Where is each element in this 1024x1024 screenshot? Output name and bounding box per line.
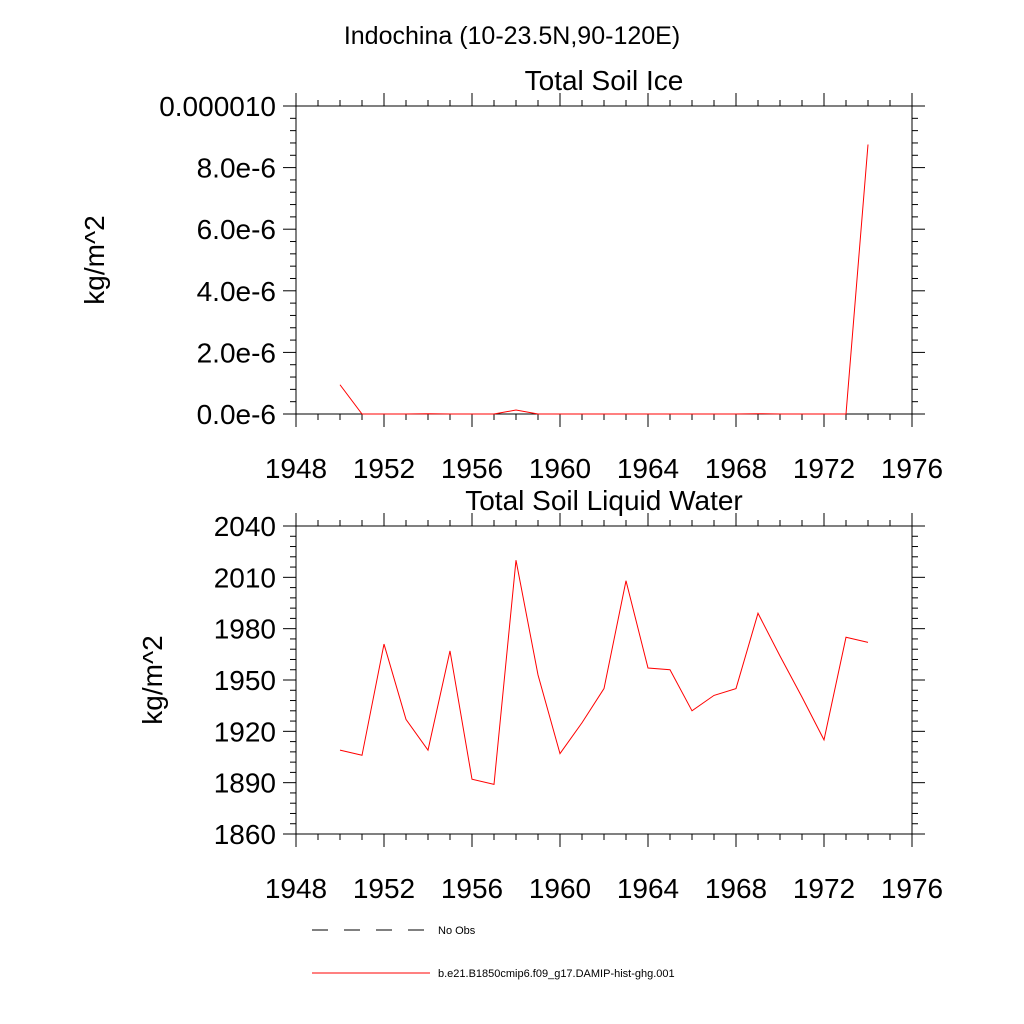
x-tick-label: 1952 xyxy=(353,873,415,904)
y-tick-label: 2010 xyxy=(214,562,276,593)
x-tick-label: 1960 xyxy=(529,453,591,484)
y-tick-label: 1950 xyxy=(214,665,276,696)
y-tick-label: 2040 xyxy=(214,511,276,542)
chart-title: Total Soil Liquid Water xyxy=(465,485,743,516)
y-axis-label: kg/m^2 xyxy=(79,215,110,304)
y-tick-label: 1920 xyxy=(214,716,276,747)
y-tick-label: 8.0e-6 xyxy=(197,153,276,184)
y-tick-label: 0.000010 xyxy=(159,91,276,122)
y-tick-label: 6.0e-6 xyxy=(197,214,276,245)
x-tick-label: 1960 xyxy=(529,873,591,904)
x-tick-label: 1964 xyxy=(617,873,679,904)
y-tick-label: 4.0e-6 xyxy=(197,276,276,307)
legend-label-1: No Obs xyxy=(438,925,476,937)
y-tick-label: 2.0e-6 xyxy=(197,337,276,368)
y-axis-label: kg/m^2 xyxy=(137,635,168,724)
figure-suptitle: Indochina (10-23.5N,90-120E) xyxy=(344,22,680,50)
x-tick-label: 1968 xyxy=(705,873,767,904)
x-tick-label: 1948 xyxy=(265,453,327,484)
plot-frame xyxy=(295,105,913,415)
series-line-1 xyxy=(339,144,869,415)
x-tick-label: 1976 xyxy=(881,873,943,904)
y-tick-label: 1890 xyxy=(214,768,276,799)
x-tick-label: 1968 xyxy=(705,453,767,484)
x-tick-label: 1948 xyxy=(265,873,327,904)
x-tick-label: 1964 xyxy=(617,453,679,484)
chart-title: Total Soil Ice xyxy=(525,65,684,96)
x-tick-label: 1972 xyxy=(793,453,855,484)
series-line-1 xyxy=(339,560,869,785)
legend-label-2: b.e21.B1850cmip6.f09_g17.DAMIP-hist-ghg.… xyxy=(438,968,675,980)
x-tick-label: 1956 xyxy=(441,453,503,484)
x-tick-label: 1972 xyxy=(793,873,855,904)
y-tick-label: 1860 xyxy=(214,819,276,850)
plot-frame xyxy=(295,525,913,835)
x-tick-label: 1956 xyxy=(441,873,503,904)
y-tick-label: 1980 xyxy=(214,614,276,645)
y-tick-label: 0.0e-6 xyxy=(197,399,276,430)
x-tick-label: 1976 xyxy=(881,453,943,484)
chart-panel-1: Total Soil Ice kg/m^2 1948 1952 1956 1960 1964… xyxy=(79,65,943,484)
chart-panel-2: Total Soil Liquid Water kg/m^2 1948 1952 195… xyxy=(137,485,943,904)
x-tick-label: 1952 xyxy=(353,453,415,484)
legend: No Obs b.e21.B1850cmip6.f09_g17.DAMIP-his… xyxy=(312,925,675,980)
